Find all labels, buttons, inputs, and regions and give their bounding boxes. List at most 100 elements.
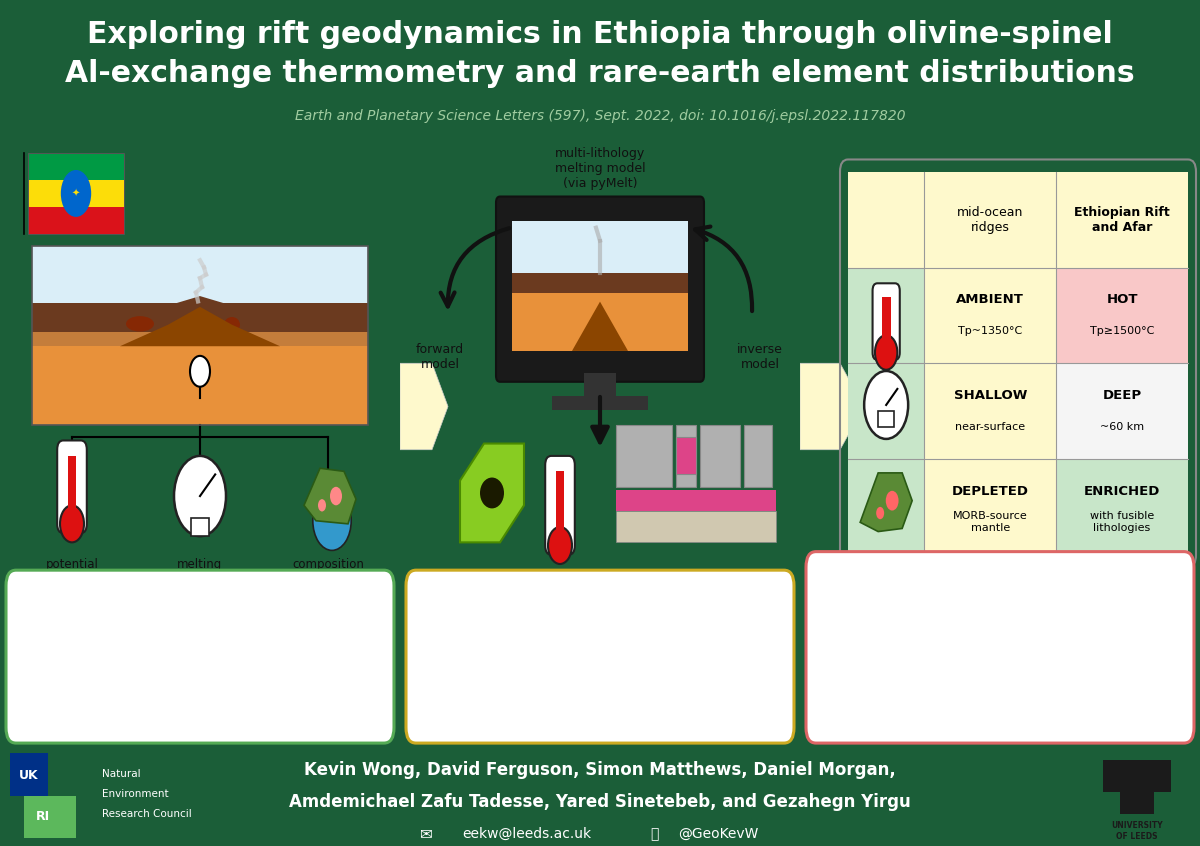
Text: olivine
crystallisation
temperature: olivine crystallisation temperature	[476, 574, 564, 616]
Bar	[744, 425, 772, 486]
Text: inverse
model: inverse model	[737, 343, 782, 371]
Polygon shape	[304, 469, 356, 524]
Text: Our results highlight the
physico-chemical differences
in melting mantle conditi: Our results highlight the physico-chemic…	[908, 607, 1092, 681]
Circle shape	[330, 486, 342, 505]
Bar	[10, 753, 48, 799]
Text: MORB-source
mantle: MORB-source mantle	[953, 512, 1027, 533]
Text: UNIVERSITY
OF LEEDS: UNIVERSITY OF LEEDS	[1111, 821, 1163, 841]
Bar	[32, 246, 368, 425]
Text: HOT: HOT	[1106, 294, 1138, 306]
Text: ✉: ✉	[420, 827, 432, 842]
FancyBboxPatch shape	[806, 552, 1194, 743]
Text: potential
temperature: potential temperature	[35, 558, 109, 585]
Bar	[848, 363, 924, 459]
Text: Al-exchange thermometry and rare-earth element distributions: Al-exchange thermometry and rare-earth e…	[65, 59, 1135, 88]
Polygon shape	[572, 302, 628, 351]
Bar	[28, 153, 124, 180]
Text: Kevin Wong, David Ferguson, Simon Matthews, Daniel Morgan,: Kevin Wong, David Ferguson, Simon Matthe…	[304, 761, 896, 779]
Circle shape	[876, 507, 884, 519]
Bar	[676, 425, 696, 486]
Bar	[1056, 363, 1188, 459]
Bar	[878, 411, 894, 426]
Circle shape	[548, 527, 572, 564]
Text: Exploring rift geodynamics in Ethiopia through olivine-spinel: Exploring rift geodynamics in Ethiopia t…	[88, 20, 1112, 49]
Text: AMBIENT: AMBIENT	[956, 294, 1024, 306]
Text: ~60 km: ~60 km	[1100, 421, 1144, 431]
Text: We develop a mantle melting
model to predict properties of
rift lavas. Inversion: We develop a mantle melting model to pre…	[499, 618, 701, 691]
Text: ✦: ✦	[72, 189, 80, 199]
Text: RI: RI	[36, 810, 50, 823]
Bar	[1120, 760, 1154, 815]
Bar	[512, 273, 688, 293]
Polygon shape	[460, 443, 524, 542]
Circle shape	[174, 456, 226, 536]
FancyBboxPatch shape	[872, 283, 900, 360]
FancyBboxPatch shape	[6, 570, 394, 743]
Text: Earth and Planetary Science Letters (597), Sept. 2022, doi: 10.1016/j.epsl.2022.: Earth and Planetary Science Letters (597…	[295, 109, 905, 123]
Text: Amdemichael Zafu Tadesse, Yared Sinetebeb, and Gezahegn Yirgu: Amdemichael Zafu Tadesse, Yared Sinetebe…	[289, 793, 911, 811]
Bar	[616, 512, 776, 542]
Bar	[32, 246, 368, 303]
Bar	[10, 796, 24, 838]
Text: Continental rifting in Ethiopia
and Afar may be driven by the
conditions of the : Continental rifting in Ethiopia and Afar…	[104, 618, 295, 691]
Bar	[32, 332, 368, 346]
Text: 🐦: 🐦	[650, 827, 658, 841]
Bar	[1056, 459, 1188, 555]
Bar	[700, 425, 740, 486]
Text: mid-ocean
ridges: mid-ocean ridges	[958, 206, 1024, 233]
Text: ENRICHED: ENRICHED	[1084, 485, 1160, 498]
Text: DEPLETED: DEPLETED	[952, 485, 1028, 498]
Bar	[24, 796, 76, 838]
Circle shape	[61, 170, 91, 217]
Bar	[616, 425, 672, 486]
Bar	[512, 279, 688, 351]
Circle shape	[313, 492, 352, 551]
Bar	[28, 206, 124, 233]
Ellipse shape	[480, 477, 504, 508]
Text: with fusible
lithologies: with fusible lithologies	[1090, 512, 1154, 533]
Bar	[552, 396, 648, 409]
Ellipse shape	[126, 316, 154, 332]
Bar	[584, 372, 616, 400]
Text: Tp≥1500°C: Tp≥1500°C	[1090, 326, 1154, 336]
Text: melting
pressure: melting pressure	[174, 558, 226, 585]
Bar	[67, 456, 77, 518]
Bar	[848, 172, 1188, 267]
Circle shape	[875, 335, 898, 370]
Bar	[1103, 760, 1120, 792]
Text: forward
model: forward model	[416, 343, 464, 371]
Circle shape	[886, 491, 899, 511]
FancyBboxPatch shape	[496, 196, 704, 382]
Ellipse shape	[224, 317, 240, 332]
Text: Research Council: Research Council	[102, 809, 192, 819]
Text: multi-lithology
melting model
(via pyMelt): multi-lithology melting model (via pyMel…	[554, 147, 646, 190]
Ellipse shape	[181, 315, 203, 330]
FancyBboxPatch shape	[545, 456, 575, 555]
Bar	[28, 180, 124, 206]
Bar	[28, 153, 124, 233]
Text: DEEP: DEEP	[1103, 389, 1141, 402]
Bar	[676, 437, 696, 475]
Bar	[924, 363, 1056, 459]
Circle shape	[60, 505, 84, 542]
Bar	[848, 267, 924, 363]
Bar	[1154, 760, 1171, 792]
Circle shape	[190, 356, 210, 387]
Bar	[556, 471, 564, 539]
Polygon shape	[400, 363, 448, 450]
Bar	[924, 267, 1056, 363]
Bar	[924, 459, 1056, 555]
Bar	[191, 518, 209, 536]
Bar	[882, 297, 890, 346]
Bar	[32, 246, 368, 425]
Polygon shape	[800, 363, 864, 450]
Text: UK: UK	[19, 769, 38, 783]
Text: Ethiopian Rift
and Afar: Ethiopian Rift and Afar	[1074, 206, 1170, 233]
Text: rare-earth element
concentrations: rare-earth element concentrations	[629, 574, 748, 602]
Text: composition
and lithology: composition and lithology	[289, 558, 366, 585]
Text: SHALLOW: SHALLOW	[954, 389, 1027, 402]
Polygon shape	[176, 296, 224, 303]
Text: Natural: Natural	[102, 769, 140, 779]
Bar	[848, 459, 924, 555]
Text: Tp~1350°C: Tp~1350°C	[958, 326, 1022, 336]
